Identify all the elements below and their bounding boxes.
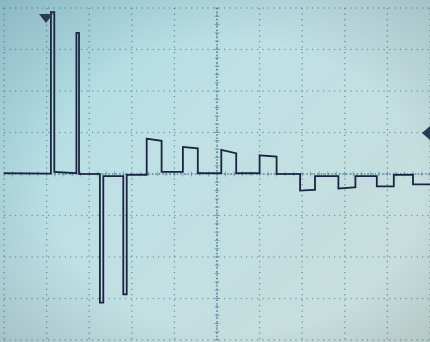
level-marker-icon [422,126,430,140]
markers-layer [39,14,430,140]
